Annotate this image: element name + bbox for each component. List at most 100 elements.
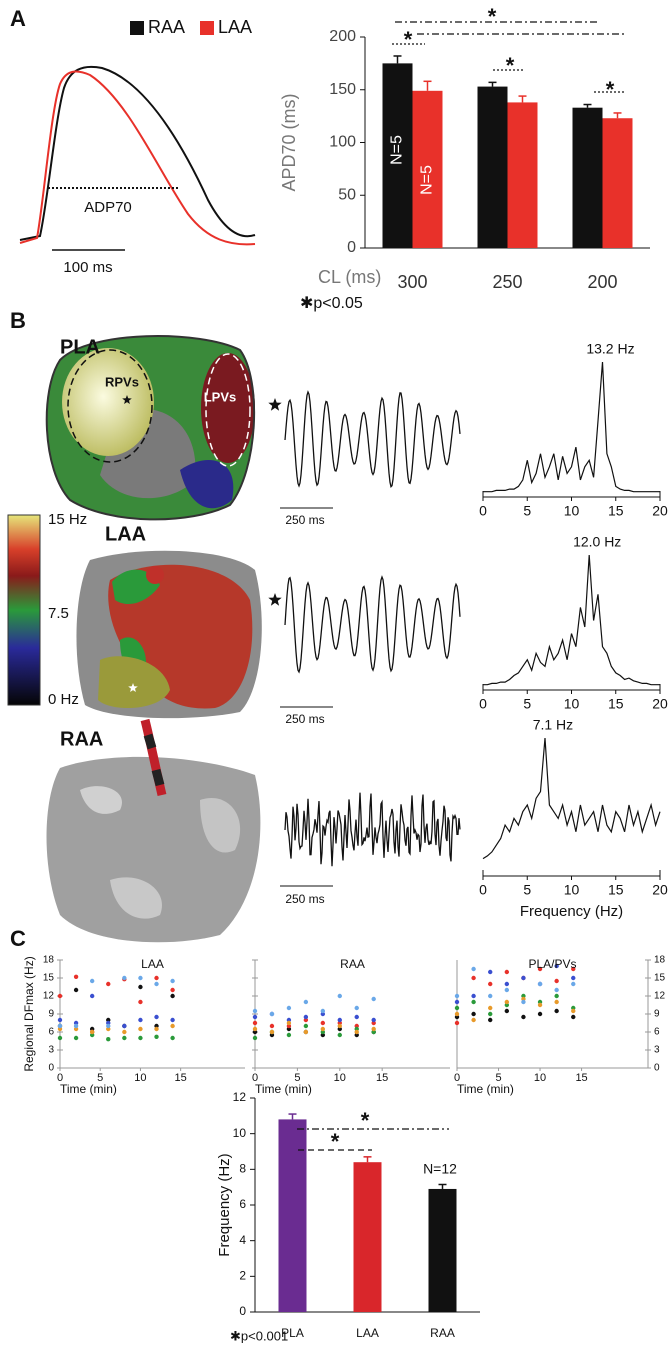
y-tick-label: 4 [239,1233,246,1247]
point [471,975,476,981]
x-tick-label: 10 [564,696,580,712]
point [454,1020,460,1026]
point [571,981,576,987]
point [106,981,111,987]
point [454,1005,460,1011]
x-axis-label: Time (min) [255,1082,312,1096]
footnote: ✱p<0.05 [300,295,363,312]
point [269,1011,275,1017]
y-tick-label: 18 [43,955,55,966]
y-tick-label: 0 [347,239,356,256]
colorbar-label: 0 Hz [48,691,79,708]
x-tick-label: 10 [334,1072,346,1084]
point [73,974,79,979]
point [554,1008,559,1014]
ap-trace [19,65,256,241]
y-tick-label: 50 [338,186,356,203]
point [488,1017,493,1023]
y-tick-label: 9 [48,1009,54,1020]
point [138,975,143,981]
y-tick-label: 3 [48,1045,54,1056]
y-tick-label: 0 [239,1304,246,1318]
point [57,1023,63,1029]
n-label: N=5 [389,135,406,165]
x-tick-label: 5 [97,1072,103,1084]
y-tick-label: 8 [239,1162,246,1176]
point [488,1011,493,1017]
point [320,1008,326,1014]
y-tick-label: 12 [233,1090,247,1104]
electrogram [284,390,461,488]
point [471,999,476,1005]
x-tick-label: 20 [652,696,668,712]
legend-label: LAA [218,17,252,37]
point [73,987,79,993]
y-tick-label: 12 [43,991,55,1002]
bar [353,1162,382,1312]
x-tick-label: RAA [430,1326,455,1340]
scale-label: 100 ms [63,259,112,276]
peak-label: 13.2 Hz [586,341,634,357]
point [320,1020,326,1026]
region-label: RPVs [105,374,139,389]
legend-label: RAA [148,17,185,37]
point [89,1029,95,1035]
star-marker [268,398,282,411]
point [73,1035,79,1041]
point [138,1035,143,1041]
n-label: N=12 [423,1161,457,1177]
region-label: LPVs [204,389,237,404]
point [252,1020,258,1026]
ap-trace [19,70,256,246]
y-tick-label: 15 [654,973,666,984]
colorbar-label: 7.5 [48,605,69,622]
point [252,1014,258,1020]
y-tick-label: 200 [329,28,356,45]
point [89,978,95,984]
x-tick-label: 250 [492,272,522,292]
point [170,993,175,999]
point [504,999,510,1005]
panel-label: A [10,6,26,31]
point [504,1008,510,1014]
y-tick-label: 150 [329,81,356,98]
significance-mark: * [361,1108,370,1133]
point [57,1017,63,1023]
point [354,1014,359,1020]
x-tick-label: 15 [376,1072,388,1084]
point [554,978,559,984]
point [337,1017,342,1023]
bar [572,107,603,248]
x-tick-label: 5 [523,882,531,898]
spectrum-line [483,361,660,493]
raa-map [46,718,261,943]
colorbar-label: 15 Hz [48,511,87,528]
x-axis-label: CL (ms) [318,267,381,287]
point [138,1017,143,1023]
bar [602,118,633,248]
point [554,987,559,993]
x-tick-label: 0 [479,882,487,898]
bar [477,86,508,249]
point [154,1026,159,1032]
point [454,1011,460,1017]
point [554,999,559,1005]
x-axis-label: Time (min) [60,1082,117,1096]
map-label: PLA [60,336,100,358]
y-tick-label: 2 [239,1269,246,1283]
point [537,966,543,972]
point [106,1023,111,1029]
significance-mark: * [506,53,515,78]
point [57,1035,63,1041]
point [354,1029,359,1035]
legend-swatch [130,21,144,35]
x-tick-label: 20 [652,882,668,898]
map-label: LAA [105,523,146,545]
point [252,1026,258,1032]
point [303,1023,309,1029]
x-tick-label: 10 [564,503,580,519]
bar [382,63,413,248]
significance-mark: * [404,27,413,52]
